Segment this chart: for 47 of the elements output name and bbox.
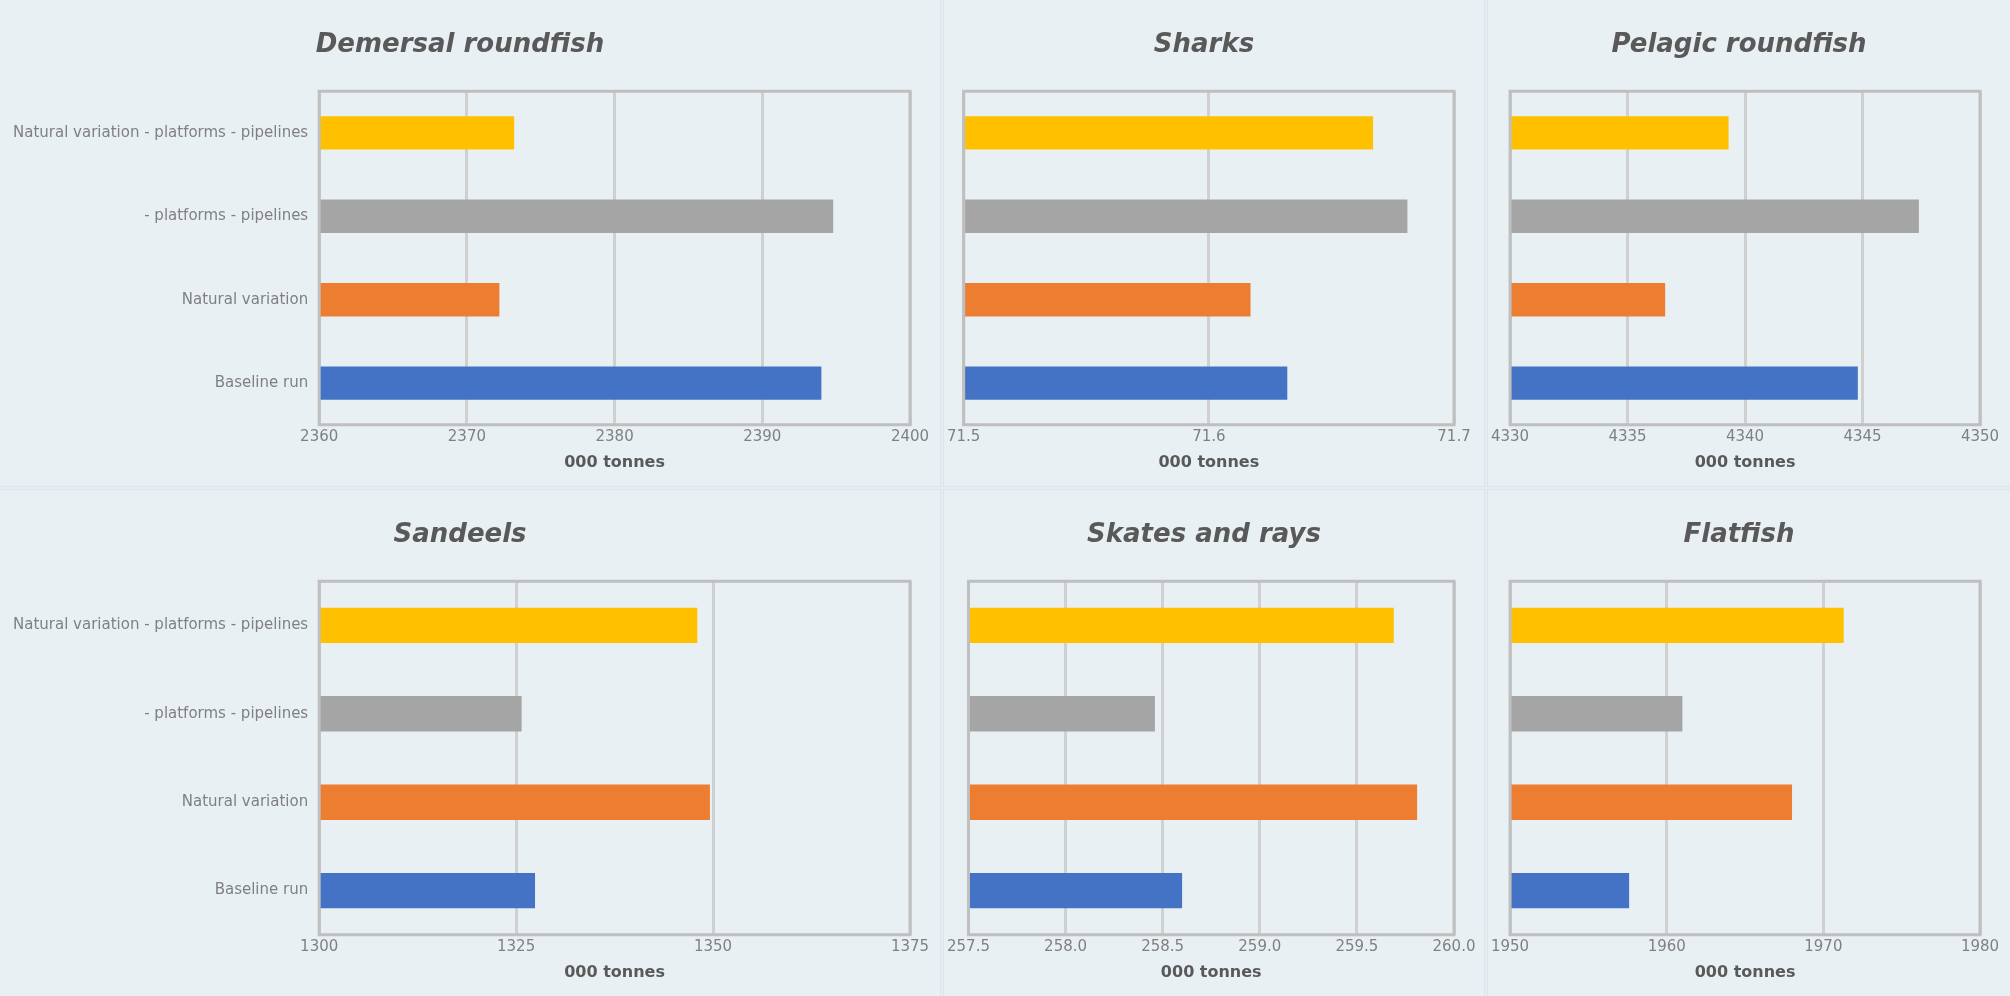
x-tick-label: 257.5 xyxy=(946,936,990,955)
y-tick-label: Baseline run xyxy=(214,372,309,391)
x-tick-label: 2360 xyxy=(300,426,339,445)
x-tick-label: 258.0 xyxy=(1044,936,1088,955)
chart-title: Pelagic roundfish xyxy=(1611,28,1867,59)
x-tick-label: 71.6 xyxy=(1192,426,1226,445)
chart-title: Sandeels xyxy=(393,518,527,549)
x-tick-label: 1950 xyxy=(1490,936,1530,955)
x-tick-label: 1970 xyxy=(1804,936,1843,955)
x-tick-label: 2380 xyxy=(595,426,634,445)
x-tick-label: 71.7 xyxy=(1437,426,1471,445)
x-axis-title: 000 tonnes xyxy=(1160,961,1262,981)
x-axis-title: 000 tonnes xyxy=(564,961,665,981)
y-tick-label: Natural variation xyxy=(181,792,309,811)
x-tick-label: 4340 xyxy=(1725,426,1765,445)
x-tick-label: 1375 xyxy=(890,936,930,955)
x-tick-label: 1325 xyxy=(497,936,536,955)
x-tick-label: 1300 xyxy=(300,936,339,955)
x-tick-label: 2390 xyxy=(743,426,782,445)
y-tick-label: Natural variation xyxy=(181,289,309,308)
x-tick-label: 4345 xyxy=(1843,426,1882,445)
x-axis-title: 000 tonnes xyxy=(564,451,665,471)
x-tick-label: 258.5 xyxy=(1141,936,1185,955)
chart-title: Sharks xyxy=(1153,28,1255,59)
x-tick-label: 4350 xyxy=(1960,426,2000,445)
x-tick-label: 71.5 xyxy=(947,426,981,445)
chart-title: Skates and rays xyxy=(1087,518,1321,549)
x-axis-title: 000 tonnes xyxy=(1158,451,1260,471)
y-tick-label: - platforms - pipelines xyxy=(144,206,309,225)
x-tick-label: 259.5 xyxy=(1335,936,1379,955)
y-tick-label: Natural variation - platforms - pipelines xyxy=(12,615,309,634)
x-tick-label: 259.0 xyxy=(1238,936,1282,955)
y-tick-label: Natural variation - platforms - pipelines xyxy=(12,122,309,141)
x-tick-label: 4335 xyxy=(1608,426,1647,445)
x-tick-label: 4330 xyxy=(1490,426,1530,445)
x-tick-label: 260.0 xyxy=(1432,936,1476,955)
x-tick-label: 1960 xyxy=(1647,936,1686,955)
x-tick-label: 1350 xyxy=(693,936,733,955)
x-axis-title: 000 tonnes xyxy=(1694,451,1796,471)
x-tick-label: 1980 xyxy=(1960,936,2000,955)
chart-title: Flatfish xyxy=(1683,518,1795,549)
x-axis-title: 000 tonnes xyxy=(1694,961,1796,981)
x-tick-label: 2400 xyxy=(890,426,930,445)
chart-title: Demersal roundfish xyxy=(315,28,605,59)
x-tick-label: 2370 xyxy=(447,426,486,445)
y-tick-label: - platforms - pipelines xyxy=(144,703,309,722)
y-tick-label: Baseline run xyxy=(214,880,309,899)
